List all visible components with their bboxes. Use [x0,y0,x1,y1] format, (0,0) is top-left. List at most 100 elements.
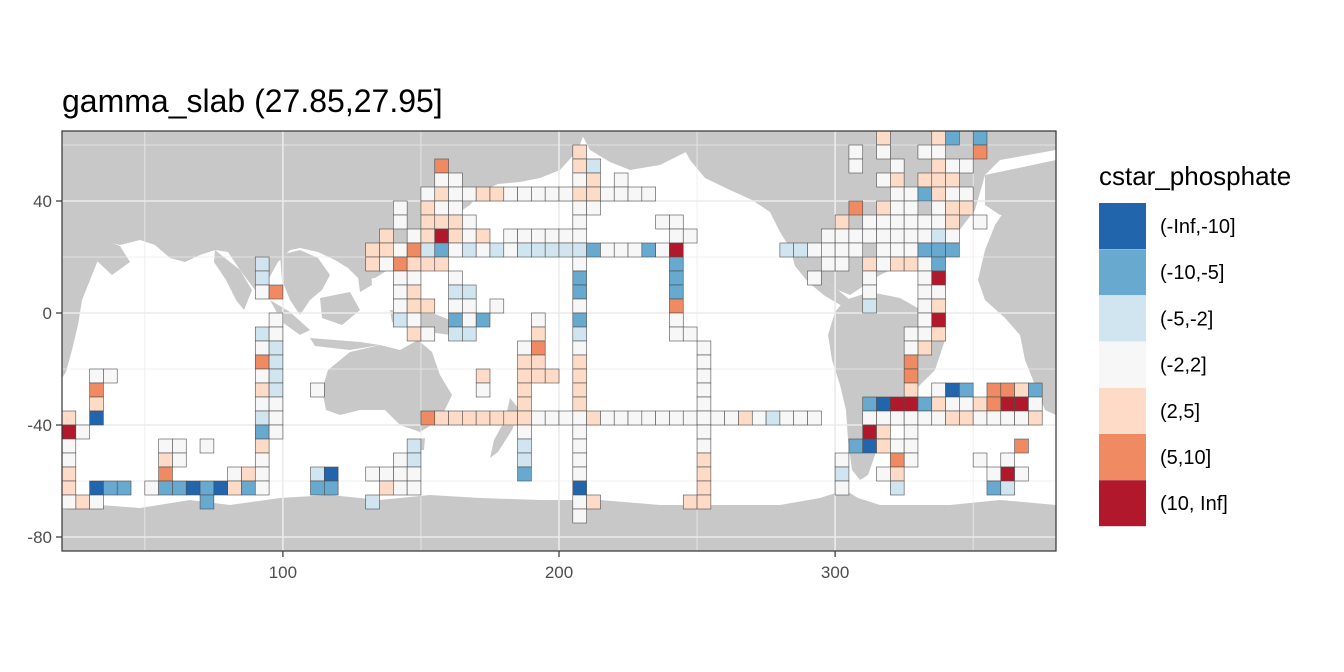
data-cell [310,480,325,496]
data-cell [393,256,408,272]
data-cell [931,228,946,244]
data-cell [462,410,477,426]
x-tick-label: 200 [545,563,573,582]
data-cell [917,312,933,328]
data-cell [931,172,946,188]
data-cell [586,494,601,510]
data-cell [75,494,90,510]
data-cell [848,438,864,454]
data-cell [420,200,436,216]
data-cell [517,382,532,398]
data-cell [890,158,905,174]
data-cell [268,326,284,342]
data-cell [779,410,794,426]
data-cell [268,382,284,398]
data-cell [158,466,173,482]
data-cell [986,480,1002,496]
data-cell [61,424,77,440]
data-cell [365,466,380,482]
data-cell [254,284,270,300]
data-cell [1000,382,1015,398]
data-cell [268,410,284,426]
data-cell [172,452,187,468]
data-cell [489,186,505,202]
data-cell [462,228,477,244]
data-cell [834,214,850,230]
x-tick-label: 300 [821,563,849,582]
data-cell [696,368,712,384]
data-cell [710,410,725,426]
data-cell [406,452,422,468]
data-cell [448,326,463,342]
data-cell [848,242,864,258]
data-cell [158,438,173,454]
data-cell [462,326,477,342]
data-cell [945,130,960,146]
data-cell [876,256,891,272]
data-cell [696,396,712,412]
data-cell [655,214,670,230]
data-cell [531,354,546,370]
data-cell [669,326,684,342]
data-cell [531,340,546,356]
data-cell [158,480,173,496]
data-cell [917,144,933,160]
data-cell [945,228,960,244]
legend-label: (-10,-5] [1160,262,1224,284]
data-cell [406,312,422,328]
data-cell [462,186,477,202]
data-cell [572,368,587,384]
data-cell [931,270,946,286]
data-cell [903,396,919,412]
data-cell [531,410,546,426]
legend-swatch [1099,387,1146,434]
data-cell [116,480,132,496]
data-cell [448,284,463,300]
data-cell [393,214,408,230]
data-cell [821,256,836,272]
data-cell [254,368,270,384]
data-cell [945,158,960,174]
data-cell [931,298,946,314]
data-cell [931,326,946,342]
data-cell [696,438,712,454]
data-cell [254,340,270,356]
data-cell [903,340,919,356]
data-cell [903,326,919,342]
data-cell [586,158,601,174]
data-cell [1014,438,1029,454]
data-cell [669,284,684,300]
data-cell [696,494,712,510]
data-cell [862,424,877,440]
data-cell [917,228,933,244]
data-cell [586,172,601,188]
data-cell [696,452,712,468]
data-cell [890,256,905,272]
data-cell [89,396,104,412]
data-cell [917,256,933,272]
data-cell [420,242,436,258]
y-tick-label: -80 [27,528,52,547]
data-cell [876,130,891,146]
data-cells [61,130,1043,524]
data-cell [876,424,891,440]
data-cell [917,186,933,202]
legend-label: (2,5] [1160,401,1200,423]
data-cell [945,242,960,258]
data-cell [765,410,781,426]
data-cell [669,298,684,314]
data-cell [503,186,518,202]
data-cell [793,242,808,258]
data-cell [931,312,946,328]
data-cell [931,284,946,300]
data-cell [172,438,187,454]
data-cell [682,228,698,244]
data-cell [310,466,325,482]
data-cell [890,480,905,496]
data-cell [807,270,822,286]
data-cell [890,410,905,426]
data-cell [917,410,933,426]
data-cell [61,466,77,482]
data-cell [572,284,587,300]
data-cell [103,368,118,384]
